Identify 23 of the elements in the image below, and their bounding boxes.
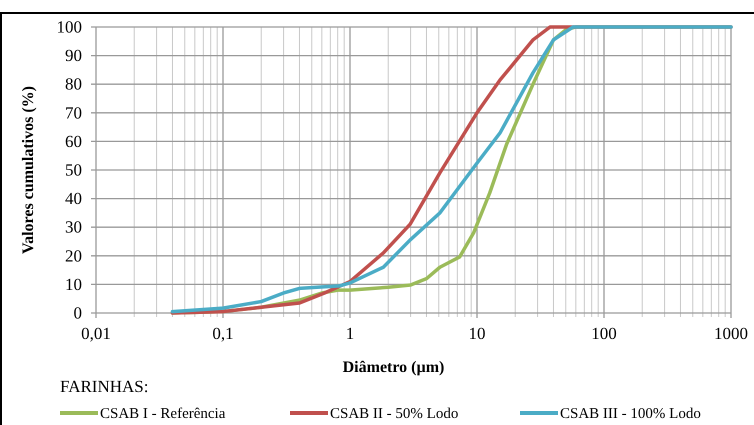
y-tick-label: 0: [74, 303, 82, 322]
legend-label: CSAB III - 100% Lodo: [560, 406, 701, 422]
legend-label: CSAB II - 50% Lodo: [330, 406, 458, 422]
y-tick-label: 100: [56, 17, 82, 36]
x-tick-label: 1: [346, 324, 354, 344]
legend-title: FARINHAS:: [60, 377, 148, 396]
y-tick-label: 60: [65, 132, 82, 151]
y-tick-label: 30: [65, 218, 82, 237]
x-tick-label: 10: [468, 324, 486, 344]
y-tick-label: 50: [65, 160, 82, 180]
x-tick-label: 1000: [714, 324, 748, 344]
y-axis-title: Valores cumulativos (%): [20, 86, 37, 254]
y-tick-label: 80: [65, 74, 82, 94]
y-tick-label: 90: [65, 46, 82, 66]
y-tick-label: 20: [65, 246, 82, 266]
legend-label: CSAB I - Referência: [100, 406, 226, 422]
x-tick-label: 0,01: [81, 324, 111, 344]
y-tick-label: 10: [65, 274, 82, 294]
x-axis-title: Diâmetro (µm): [342, 359, 444, 376]
y-tick-label: 70: [65, 103, 82, 122]
x-tick-label: 100: [591, 324, 617, 344]
x-tick-label: 0,1: [212, 324, 234, 344]
y-tick-label: 40: [65, 189, 82, 208]
